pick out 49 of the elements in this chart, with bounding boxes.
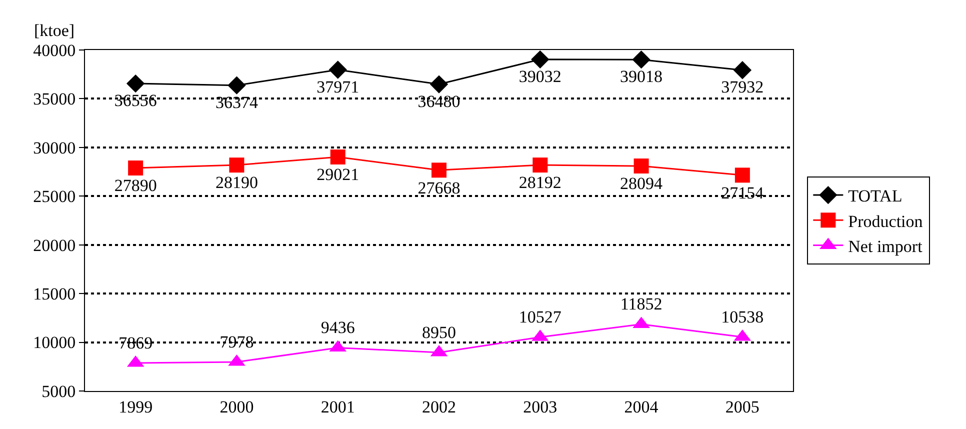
x-tick-label: 2000 [220, 397, 254, 416]
data-label: 37971 [316, 77, 360, 96]
data-label: 8950 [422, 322, 456, 342]
data-label: 28094 [620, 174, 664, 194]
point [328, 60, 347, 79]
point [126, 74, 145, 93]
point [229, 158, 244, 173]
y-tick-label: 35000 [33, 90, 76, 109]
data-label: 39032 [518, 66, 562, 86]
data-label: 27668 [418, 178, 460, 198]
data-label: 10538 [721, 307, 764, 326]
point [532, 158, 548, 173]
data-label: 27890 [114, 176, 157, 196]
data-label: 37932 [721, 78, 764, 97]
data-label: 11852 [620, 294, 662, 314]
point [330, 149, 346, 164]
x-tick-label: 2004 [624, 397, 659, 416]
x-tick-label: 2005 [725, 397, 760, 416]
x-tick-label: 1999 [118, 397, 153, 416]
x-tick-label: 2003 [523, 397, 558, 416]
data-label: 28190 [215, 173, 258, 192]
point [734, 168, 750, 183]
point [228, 76, 246, 94]
point [432, 162, 446, 178]
y-axis-title: [ktoe] [34, 21, 75, 40]
legend-label: Net import [848, 236, 923, 256]
point [632, 50, 650, 69]
x-tick-label: 2002 [422, 397, 456, 416]
point [531, 50, 550, 69]
legend-label: TOTAL [848, 186, 902, 206]
data-label: 28192 [518, 173, 562, 192]
x-tick-label: 2001 [320, 397, 355, 416]
legend-label: Production [848, 212, 924, 231]
y-tick-label: 10000 [33, 333, 76, 352]
data-label: 9436 [320, 318, 355, 338]
data-label: 10527 [518, 308, 562, 327]
point [634, 158, 649, 174]
data-label: 29021 [316, 165, 360, 184]
point [733, 61, 752, 80]
y-tick-label: 40000 [33, 40, 76, 60]
y-tick-label: 20000 [33, 236, 76, 255]
data-label: 36556 [114, 91, 157, 110]
data-label: 39018 [620, 67, 663, 86]
point [128, 160, 144, 176]
y-tick-label: 15000 [33, 284, 76, 304]
y-tick-label: 5000 [42, 382, 76, 401]
y-tick-label: 25000 [33, 187, 76, 206]
y-tick-label: 30000 [33, 138, 76, 158]
point [430, 75, 448, 94]
